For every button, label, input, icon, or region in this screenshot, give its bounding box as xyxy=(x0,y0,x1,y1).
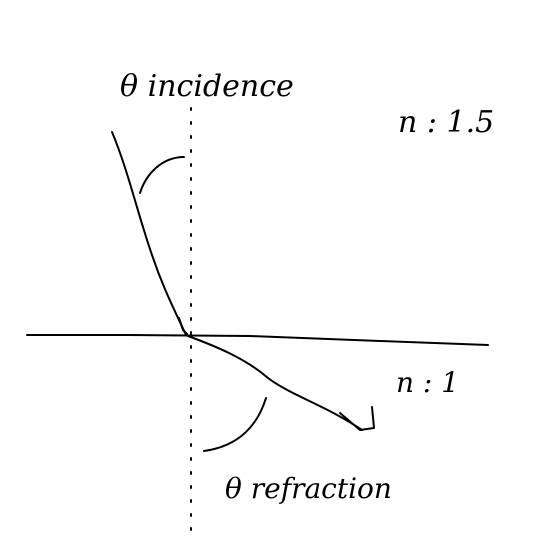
refracted-ray-arrowhead xyxy=(339,406,375,431)
incident-ray-kink xyxy=(178,317,188,335)
theta-refraction-label: θ refraction xyxy=(225,472,392,505)
n-bottom-label: n : 1 xyxy=(396,366,459,399)
interface-line xyxy=(26,334,489,346)
n-top-label: n : 1.5 xyxy=(398,105,494,140)
refracted-ray xyxy=(187,335,363,431)
incident-ray xyxy=(111,131,187,336)
refraction-angle-arc xyxy=(203,397,267,452)
incidence-angle-arc xyxy=(139,156,185,194)
theta-incidence-label: θ incidence xyxy=(120,69,294,104)
